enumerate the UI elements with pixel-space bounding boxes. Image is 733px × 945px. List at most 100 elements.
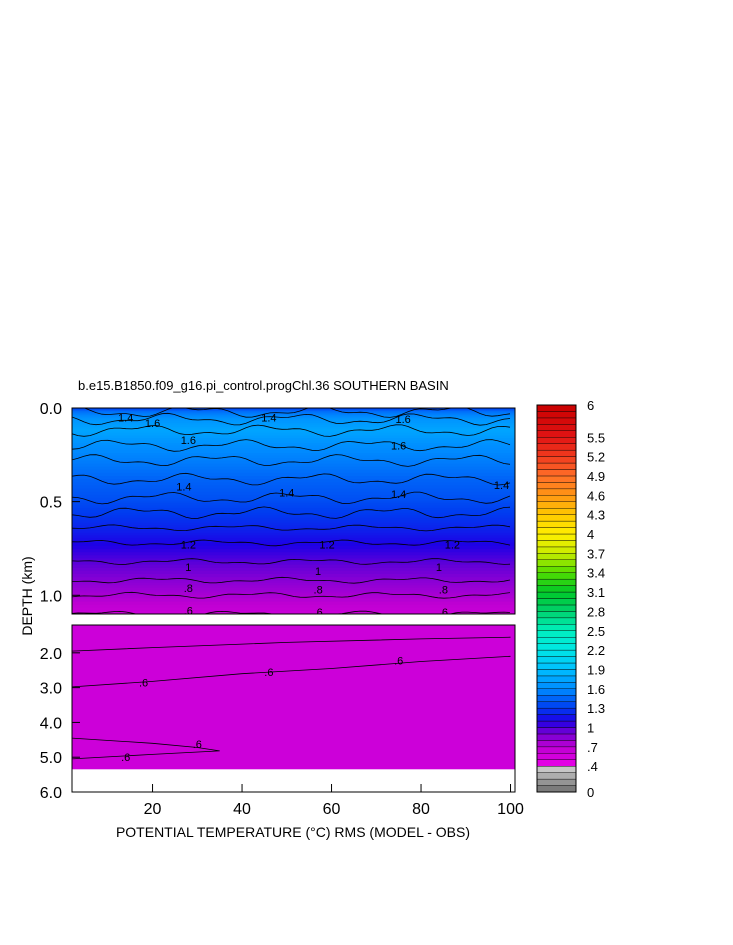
y-axis-label: DEPTH (km): [19, 556, 35, 635]
colorbar-label: 3.1: [587, 585, 605, 600]
upper-band: [72, 525, 515, 529]
colorbar-swatch: [536, 701, 577, 709]
upper-band: [72, 408, 515, 410]
colorbar-label: .7: [587, 740, 598, 755]
upper-band: [72, 564, 515, 569]
colorbar-swatch: [536, 508, 577, 515]
colorbar-swatch: [536, 591, 577, 599]
colorbar-label: 1.9: [587, 662, 605, 677]
colorbar-swatch: [536, 417, 577, 425]
upper-band: [72, 607, 515, 612]
colorbar-swatch: [536, 604, 577, 612]
y-tick-label: 5.0: [40, 750, 62, 767]
upper-contour-label: 1.6: [395, 414, 410, 426]
upper-band: [72, 417, 515, 420]
x-tick-label: 100: [497, 801, 524, 818]
upper-band: [72, 421, 515, 424]
colorbar-swatch: [536, 430, 577, 438]
colorbar-swatch: [536, 759, 577, 767]
colorbar-swatch: [536, 572, 577, 580]
colorbar-swatch: [536, 520, 577, 528]
upper-band: [72, 535, 515, 539]
colorbar-label: 1.3: [587, 701, 605, 716]
colorbar-swatch: [536, 469, 577, 477]
upper-contour-label: 1.6: [145, 418, 160, 430]
upper-band: [72, 601, 515, 606]
colorbar-swatch: [536, 533, 577, 541]
colorbar-swatch: [536, 649, 577, 657]
colorbar-swatch: [536, 449, 577, 457]
x-tick-label: 40: [233, 801, 251, 818]
upper-contour-label: 1.2: [181, 540, 196, 552]
colorbar-swatch: [536, 488, 577, 496]
upper-band: [72, 532, 515, 536]
x-tick-label: 80: [412, 801, 430, 818]
upper-band: [72, 452, 515, 457]
upper-band: [72, 567, 515, 572]
upper-contour-line: [72, 506, 511, 519]
upper-contour-label: 1.6: [391, 440, 406, 452]
upper-band: [72, 479, 515, 483]
upper-contour-line: [72, 539, 511, 547]
upper-band: [72, 408, 515, 410]
colorbar-swatch: [536, 766, 577, 773]
colorbar-swatch: [536, 714, 577, 722]
lower-fill-region: [72, 625, 515, 770]
upper-contour-label: .8: [439, 585, 448, 597]
upper-band: [72, 428, 515, 432]
upper-contour-label: 1: [185, 562, 191, 574]
colorbar-swatch: [536, 624, 577, 631]
lower-contours: .6 .6 .6 .6 .6: [72, 636, 511, 764]
colorbar-swatch: [536, 753, 577, 760]
upper-contour-label: 1.4: [118, 412, 133, 424]
colorbar-swatch: [536, 411, 577, 419]
colorbar-swatch: [536, 662, 577, 670]
upper-band: [72, 455, 515, 459]
upper-contour-line: [72, 524, 511, 532]
upper-contour-label: 1.6: [181, 435, 196, 447]
upper-band: [72, 419, 515, 422]
upper-contour-label: .8: [314, 585, 323, 597]
colorbar-label: 2.5: [587, 624, 605, 639]
colorbar-swatch: [536, 546, 577, 554]
lower-contour-line: [72, 655, 511, 688]
upper-band: [72, 472, 515, 477]
y-tick-label: 6.0: [40, 785, 62, 802]
colorbar-label: 4.6: [587, 488, 605, 503]
colorbar-swatch: [536, 495, 577, 502]
upper-band: [72, 561, 515, 566]
upper-band: [72, 585, 515, 589]
upper-band: [72, 570, 515, 575]
colorbar-swatch: [536, 785, 577, 793]
upper-band: [72, 457, 515, 462]
colorbar-swatch: [536, 456, 577, 464]
upper-contour-line: [72, 576, 511, 584]
axes: 20 40 60 80 100 0.0 0.5 1.0 2.0 3.0 4.0 5.0 6.0: [40, 401, 524, 818]
upper-contour-label: .6: [184, 605, 193, 617]
colorbar-label: 2.2: [587, 643, 605, 658]
colorbar-swatch: [536, 559, 577, 567]
upper-contour-label: .8: [184, 583, 193, 595]
colorbar-swatch: [536, 669, 577, 677]
upper-band: [72, 574, 515, 578]
colorbar-swatch: [536, 501, 577, 509]
upper-band: [72, 549, 515, 553]
upper-band: [72, 426, 515, 430]
upper-band: [72, 494, 515, 499]
colorbar-swatch: [536, 733, 577, 741]
upper-band: [72, 502, 515, 506]
colorbar-swatch: [536, 475, 577, 483]
y-tick-label: 1.0: [40, 588, 62, 605]
chart-title: b.e15.B1850.f09_g16.pi_control.progChl.3…: [78, 378, 449, 393]
upper-band: [72, 497, 515, 501]
upper-band: [72, 522, 515, 526]
lower-panel: [72, 625, 515, 792]
upper-band: [72, 520, 515, 524]
upper-band: [72, 422, 515, 426]
colorbar-swatch: [536, 540, 577, 548]
upper-band: [72, 610, 515, 614]
colorbar-swatch: [536, 656, 577, 664]
upper-band: [72, 510, 515, 514]
y-tick-label: 0.5: [40, 495, 62, 512]
